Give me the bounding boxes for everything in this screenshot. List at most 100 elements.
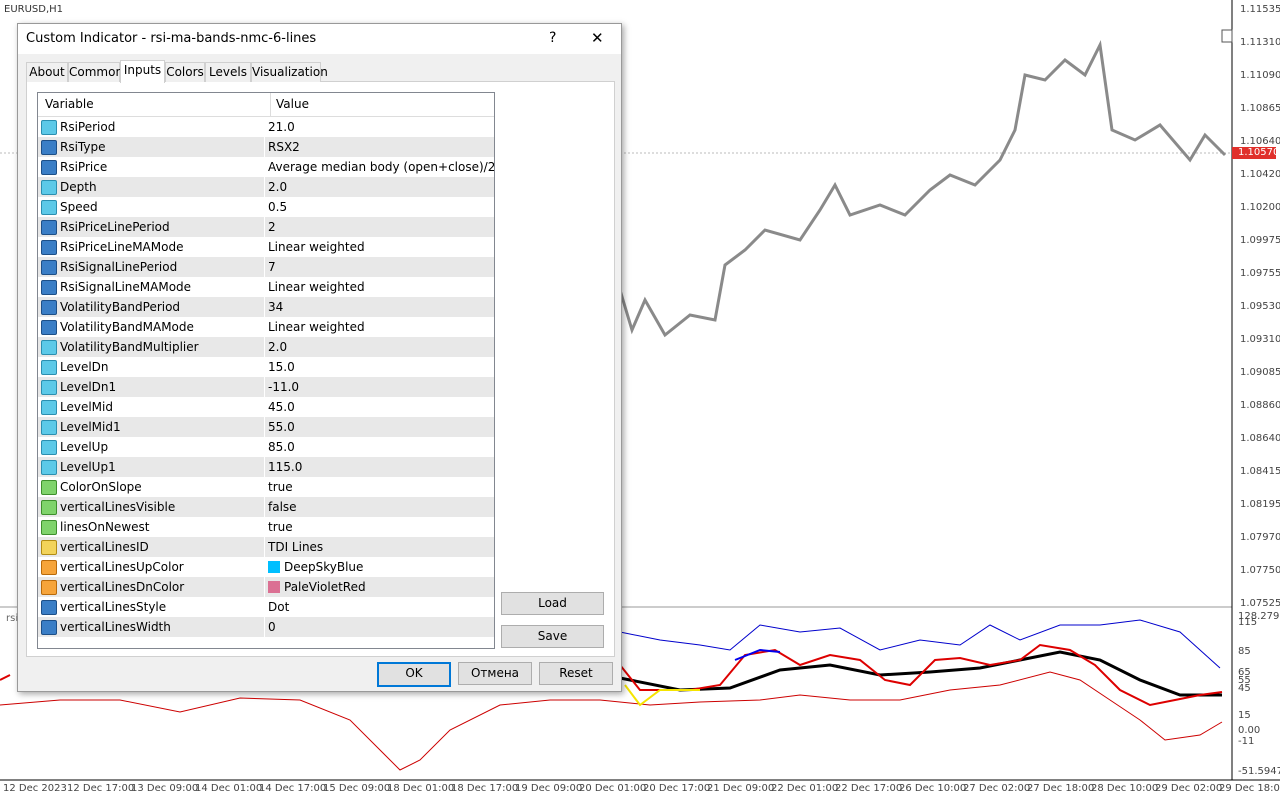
- table-row[interactable]: ColorOnSlope true: [38, 477, 494, 498]
- help-button[interactable]: ?: [549, 30, 557, 46]
- variable-value: 55.0: [268, 420, 295, 434]
- tab[interactable]: Inputs: [120, 60, 165, 83]
- time-label: 18 Dec 17:00: [451, 783, 519, 794]
- variable-name: LevelDn1: [60, 380, 117, 394]
- time-label: 15 Dec 09:00: [323, 783, 391, 794]
- table-row[interactable]: RsiSignalLineMAMode Linear weighted: [38, 277, 494, 298]
- variable-value: 115.0: [268, 460, 303, 474]
- color-swatch: [268, 581, 280, 593]
- variable-name: RsiPeriod: [60, 120, 116, 134]
- type-icon: [41, 540, 57, 555]
- upper-band: [619, 619, 1221, 669]
- indicator-axis-label: 0.00: [1238, 725, 1261, 736]
- separator: [264, 457, 265, 477]
- price-label: 1.07970: [1240, 532, 1280, 543]
- table-row[interactable]: LevelDn1 -11.0: [38, 377, 494, 398]
- close-button[interactable]: ✕: [591, 29, 604, 47]
- price-label: 1.10865: [1240, 103, 1280, 114]
- time-label: 22 Dec 01:00: [771, 783, 839, 794]
- dialog-button[interactable]: Reset: [539, 662, 613, 685]
- price-label: 1.09975: [1240, 235, 1280, 246]
- variable-name: RsiSignalLineMAMode: [60, 280, 192, 294]
- table-row[interactable]: Depth 2.0: [38, 177, 494, 198]
- price-label: 1.10200: [1240, 202, 1280, 213]
- header-cell[interactable]: Variable: [45, 97, 94, 111]
- table-row[interactable]: VolatilityBandMAMode Linear weighted: [38, 317, 494, 338]
- variable-value: true: [268, 480, 293, 494]
- price-label: 1.10640: [1240, 136, 1280, 147]
- indicator-axis-label: 65: [1238, 667, 1251, 678]
- title-bar: Custom Indicator - rsi-ma-bands-nmc-6-li…: [18, 24, 621, 54]
- separator: [264, 177, 265, 197]
- variable-name: LevelMid: [60, 400, 113, 414]
- type-icon: [41, 460, 57, 475]
- variable-value: 45.0: [268, 400, 295, 414]
- table-row[interactable]: LevelMid 45.0: [38, 397, 494, 418]
- price-series: [618, 40, 1227, 338]
- type-icon: [41, 300, 57, 315]
- tab[interactable]: About: [26, 62, 68, 82]
- indicator-axis-label: 115: [1238, 617, 1258, 628]
- side-button[interactable]: Save: [501, 625, 604, 648]
- table-row[interactable]: LevelDn 15.0: [38, 357, 494, 378]
- tab[interactable]: Levels: [205, 62, 251, 82]
- separator: [264, 137, 265, 157]
- table-row[interactable]: RsiPriceLineMAMode Linear weighted: [38, 237, 494, 258]
- separator: [264, 237, 265, 257]
- table-row[interactable]: VolatilityBandPeriod 34: [38, 297, 494, 318]
- table-row[interactable]: verticalLinesStyle Dot: [38, 597, 494, 618]
- dialog-button[interactable]: Отмена: [458, 662, 532, 685]
- side-button[interactable]: Load: [501, 592, 604, 615]
- separator: [264, 257, 265, 277]
- variable-name: LevelMid1: [60, 420, 121, 434]
- table-row[interactable]: verticalLinesUpColor DeepSkyBlue: [38, 557, 494, 578]
- table-row[interactable]: LevelMid1 55.0: [38, 417, 494, 438]
- separator: [264, 437, 265, 457]
- table-row[interactable]: RsiPeriod 21.0: [38, 117, 494, 138]
- separator: [264, 157, 265, 177]
- type-icon: [41, 260, 57, 275]
- variable-name: VolatilityBandMAMode: [60, 320, 194, 334]
- type-icon: [41, 180, 57, 195]
- indicator-axis-label: 85: [1238, 646, 1251, 657]
- variable-name: Speed: [60, 200, 98, 214]
- tab[interactable]: Colors: [165, 62, 205, 82]
- time-label: 12 Dec 2023: [3, 783, 67, 794]
- table-row[interactable]: verticalLinesID TDI Lines: [38, 537, 494, 558]
- time-label: 22 Dec 17:00: [835, 783, 903, 794]
- type-icon: [41, 420, 57, 435]
- type-icon: [41, 560, 57, 575]
- header-cell[interactable]: Value: [270, 93, 309, 116]
- table-row[interactable]: LevelUp 85.0: [38, 437, 494, 458]
- time-label: 28 Dec 10:00: [1091, 783, 1159, 794]
- tab[interactable]: Visualization: [251, 62, 328, 82]
- table-row[interactable]: RsiSignalLinePeriod 7: [38, 257, 494, 278]
- separator: [264, 537, 265, 557]
- separator: [264, 377, 265, 397]
- table-row[interactable]: verticalLinesVisible false: [38, 497, 494, 518]
- table-row[interactable]: Speed 0.5: [38, 197, 494, 218]
- type-icon: [41, 380, 57, 395]
- variable-value: 21.0: [268, 120, 295, 134]
- variable-name: Depth: [60, 180, 97, 194]
- table-row[interactable]: verticalLinesWidth 0: [38, 617, 494, 638]
- table-row[interactable]: linesOnNewest true: [38, 517, 494, 538]
- separator: [264, 357, 265, 377]
- separator: [264, 337, 265, 357]
- time-label: 18 Dec 01:00: [387, 783, 455, 794]
- table-row[interactable]: verticalLinesDnColor PaleVioletRed: [38, 577, 494, 598]
- variable-name: RsiPriceLinePeriod: [60, 220, 170, 234]
- table-header: Variable Value: [38, 93, 494, 117]
- table-row[interactable]: VolatilityBandMultiplier 2.0: [38, 337, 494, 358]
- table-row[interactable]: RsiPrice Average median body (open+close)…: [38, 157, 494, 178]
- time-label: 20 Dec 17:00: [643, 783, 711, 794]
- tab[interactable]: Common: [68, 62, 123, 82]
- variable-name: RsiPriceLineMAMode: [60, 240, 184, 254]
- price-label: 1.08415: [1240, 466, 1280, 477]
- table-row[interactable]: LevelUp1 115.0: [38, 457, 494, 478]
- separator: [264, 477, 265, 497]
- table-row[interactable]: RsiType RSX2: [38, 137, 494, 158]
- dialog-button[interactable]: OK: [377, 662, 451, 687]
- type-icon: [41, 500, 57, 515]
- table-row[interactable]: RsiPriceLinePeriod 2: [38, 217, 494, 238]
